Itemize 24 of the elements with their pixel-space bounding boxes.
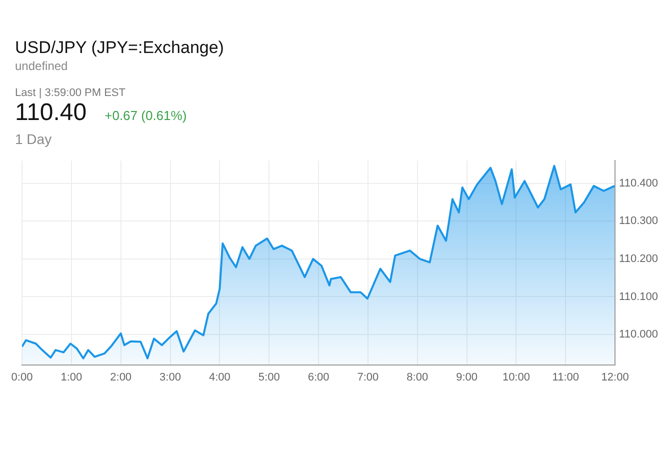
x-tick-label: 5:00 [258, 371, 280, 384]
chart-title: USD/JPY (JPY=:Exchange) [15, 38, 224, 58]
y-tick-label: 110.000 [619, 328, 658, 341]
x-tick-label: 2:00 [110, 371, 132, 384]
chart-subtitle: undefined [15, 59, 69, 73]
x-tick-label: 7:00 [357, 371, 379, 384]
x-tick-label: 1:00 [60, 371, 82, 384]
x-tick-label: 0:00 [11, 371, 33, 384]
x-tick-label: 6:00 [308, 371, 330, 384]
x-tick-label: 9:00 [456, 371, 478, 384]
text: 1 Day [15, 131, 53, 147]
y-tick-label: 110.300 [619, 215, 658, 228]
x-tick-label: 12:00 [601, 371, 629, 384]
y-tick-label: 110.100 [619, 290, 658, 303]
y-tick-label: 110.200 [619, 252, 658, 265]
x-tick-label: 10:00 [502, 371, 530, 384]
text: +0.67 (0.61%) [104, 108, 187, 123]
text: Last | 3:59:00 PM EST [15, 87, 126, 99]
x-tick-label: 11:00 [552, 371, 579, 384]
x-tick-label: 3:00 [160, 371, 181, 384]
x-tick-label: 4:00 [208, 371, 230, 384]
text: 110.40 [15, 99, 87, 127]
x-tick-label: 8:00 [406, 371, 428, 384]
y-tick-label: 110.400 [619, 177, 658, 190]
